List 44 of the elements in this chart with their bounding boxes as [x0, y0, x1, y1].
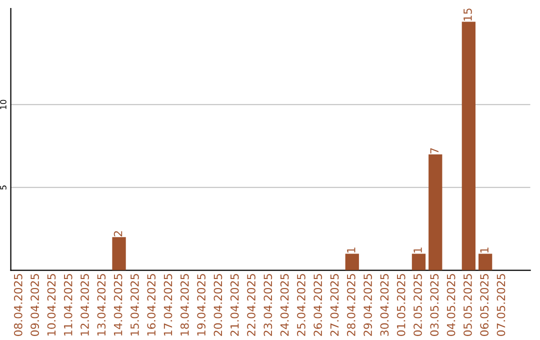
x-tick-label: 06.05.2025 — [480, 274, 489, 336]
x-tick-label: 25.04.2025 — [296, 274, 306, 336]
data-label: 1 — [414, 248, 422, 253]
x-tick-label: 23.04.2025 — [264, 274, 272, 336]
x-tick-label: 07.05.2025 — [496, 274, 506, 336]
bar — [112, 237, 126, 270]
x-tick-label: 29.04.2025 — [364, 274, 372, 336]
x-tick-label: 08.04.2025 — [14, 274, 22, 336]
x-tick-label: 14.04.2025 — [114, 274, 122, 336]
x-tick-label: 19.04.2025 — [197, 274, 206, 336]
x-tick-label: 22.04.2025 — [247, 274, 256, 336]
x-tick-label: 15.04.2025 — [130, 274, 139, 336]
y-tick-label: 10 — [0, 100, 6, 109]
x-tick-label: 03.05.2025 — [430, 274, 439, 336]
x-tick-label: 24.04.2025 — [280, 274, 289, 336]
bar — [462, 22, 476, 270]
x-tick-label: 16.04.2025 — [147, 274, 156, 336]
x-tick-label: 21.04.2025 — [230, 274, 239, 336]
x-tick-label: 09.04.2025 — [30, 274, 39, 336]
data-label: 1 — [480, 248, 488, 253]
bar — [428, 154, 442, 270]
x-tick-label: 27.04.2025 — [330, 274, 339, 336]
x-tick-label: 18.04.2025 — [180, 274, 189, 336]
x-tick-label: 02.05.2025 — [414, 274, 422, 336]
x-tick-label: 20.04.2025 — [214, 274, 222, 336]
x-tick-label: 11.04.2025 — [64, 274, 72, 336]
x-tick-label: 10.04.2025 — [47, 274, 56, 336]
data-label: 7 — [430, 148, 438, 154]
x-tick-label: 26.04.2025 — [314, 274, 322, 336]
bar — [478, 254, 492, 270]
x-tick-label: 01.05.2025 — [396, 274, 406, 336]
x-tick-label: 05.05.2025 — [463, 274, 472, 336]
bar — [345, 254, 359, 270]
bar — [412, 254, 426, 270]
x-tick-label: 17.04.2025 — [164, 274, 172, 336]
data-label: 1 — [347, 248, 356, 253]
x-tick-label: 30.04.2025 — [380, 274, 389, 336]
x-tick-label: 12.04.2025 — [80, 274, 89, 336]
data-label: 2 — [114, 231, 122, 236]
x-tick-label: 28.04.2025 — [346, 274, 356, 336]
x-tick-label: 13.04.2025 — [97, 274, 106, 336]
y-tick-label: 5 — [0, 186, 6, 190]
x-tick-label: 04.05.2025 — [446, 274, 456, 336]
data-label: 15 — [464, 8, 472, 21]
